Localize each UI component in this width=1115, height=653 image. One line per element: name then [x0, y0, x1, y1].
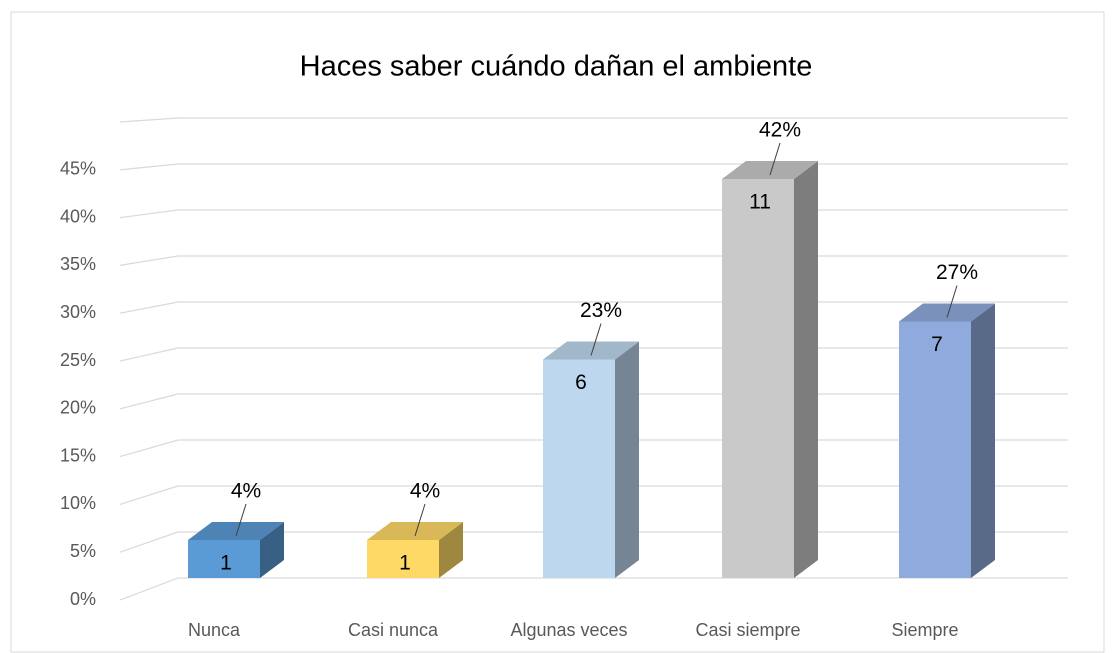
bar: [188, 522, 284, 578]
y-tick-label: 0%: [70, 589, 96, 609]
leader-line: [946, 285, 958, 318]
data-label: 23%: [580, 299, 622, 322]
y-tick-label: 40%: [60, 206, 96, 226]
leader-line: [590, 323, 602, 356]
leader-line: [769, 142, 781, 176]
y-tick-label: 25%: [60, 350, 96, 370]
data-label: 4%: [410, 480, 440, 503]
bar-top: [188, 522, 284, 540]
data-label: 4%: [231, 480, 261, 503]
bar-side: [794, 161, 818, 578]
y-tick-label: 35%: [60, 254, 96, 274]
x-tick-label: Casi nunca: [348, 620, 439, 640]
bar: [543, 341, 639, 578]
bar: [899, 303, 995, 578]
data-label: 42%: [759, 119, 801, 142]
y-tick-label: 20%: [60, 398, 96, 418]
x-tick-label: Nunca: [188, 620, 241, 640]
bar-front: [367, 540, 439, 578]
count-label: 11: [749, 191, 771, 214]
bar-front: [722, 179, 794, 578]
chart-title: Haces saber cuándo dañan el ambiente: [300, 51, 813, 83]
bar-front: [543, 359, 615, 578]
x-tick-label: Siempre: [891, 620, 958, 640]
bar-side: [439, 522, 463, 578]
bar-front: [188, 540, 260, 578]
leader-line: [235, 503, 247, 537]
x-tick-label: Algunas veces: [510, 620, 627, 640]
bar: [367, 522, 463, 578]
count-label: 1: [399, 552, 411, 575]
bar-top: [722, 161, 818, 179]
y-tick-label: 15%: [60, 445, 96, 465]
count-label: 1: [220, 552, 232, 575]
x-tick-label: Casi siempre: [695, 620, 800, 640]
bar-side: [260, 522, 284, 578]
bar-top: [543, 341, 639, 360]
count-label: 6: [575, 371, 587, 394]
bar-top: [367, 522, 463, 540]
y-tick-label: 5%: [70, 541, 96, 561]
count-label: 7: [931, 333, 943, 356]
bar-front: [899, 321, 971, 578]
bar-top: [899, 303, 995, 322]
bar: [722, 161, 818, 578]
bar-side: [615, 341, 639, 578]
y-tick-label: 45%: [60, 159, 96, 179]
leader-line: [414, 503, 426, 537]
y-tick-label: 10%: [60, 493, 96, 513]
y-tick-label: 30%: [60, 302, 96, 322]
grid-line: [119, 117, 1068, 123]
data-label: 27%: [936, 261, 978, 284]
bar-side: [971, 303, 995, 578]
